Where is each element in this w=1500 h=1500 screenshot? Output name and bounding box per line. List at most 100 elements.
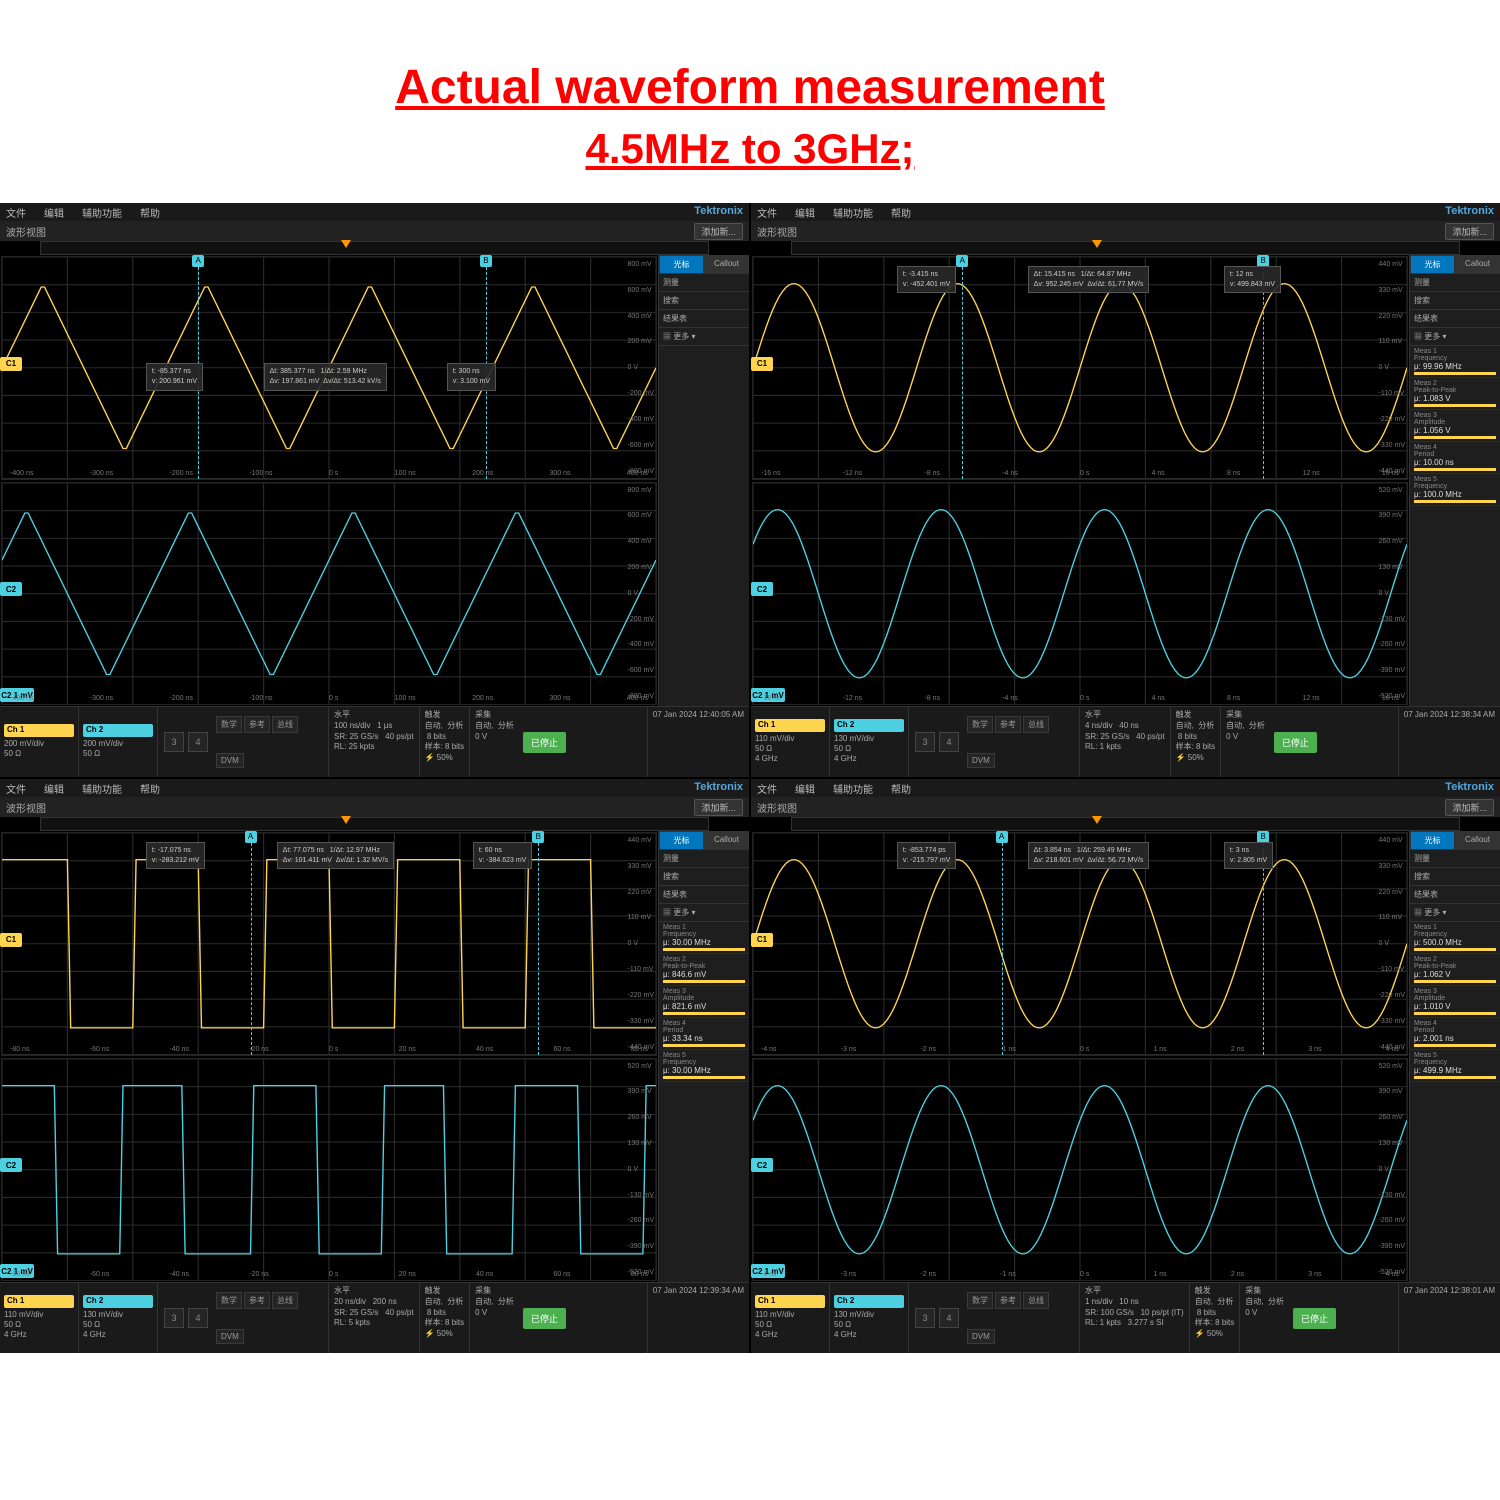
side-more-button[interactable]: ▦ 更多 ▾ [1410,328,1500,346]
plot-bot[interactable]: C2C2 1 mV520 mV390 mV260 mV130 mV0 V-130… [752,482,1408,706]
measurement-block[interactable]: Meas 1Frequencyμ: 99.96 MHz [1410,346,1500,378]
side-row[interactable]: 结果表 [659,310,749,328]
mode-button[interactable]: 总线 [272,1292,298,1309]
acquisition-info[interactable]: 采集 自动, 分析 0 V [469,1283,519,1353]
menu-item[interactable]: 辅助功能 [833,781,873,796]
side-tab-cursor[interactable]: 光标 [1410,255,1455,274]
side-tab-callout[interactable]: Callout [704,255,749,274]
num-button-4[interactable]: 4 [939,732,959,752]
mode-button[interactable]: 数学 [216,1292,242,1309]
cursor-line-b[interactable] [538,833,540,1055]
side-row[interactable]: 搜索 [1410,868,1500,886]
cursor-handle-a[interactable]: A [956,255,968,267]
cursor-handle-a[interactable]: A [192,255,204,267]
menu-item[interactable]: 文件 [757,205,777,220]
ch1-badge[interactable]: C1 [0,357,22,371]
measurement-block[interactable]: Meas 5Frequencyμ: 100.0 MHz [1410,474,1500,506]
side-row[interactable]: 结果表 [1410,886,1500,904]
plot-top[interactable]: C1440 mV330 mV220 mV110 mV0 V-110 mV-220… [752,256,1408,480]
side-row[interactable]: 测量 [659,850,749,868]
side-row[interactable]: 结果表 [659,886,749,904]
mode-button[interactable]: 数学 [967,716,993,733]
side-tab-cursor[interactable]: 光标 [659,255,704,274]
mode-button[interactable]: DVM [967,1329,995,1344]
num-button-3[interactable]: 3 [915,732,935,752]
menu-item[interactable]: 编辑 [44,781,64,796]
menu-item[interactable]: 辅助功能 [82,205,122,220]
run-status-button[interactable]: 已停止 [1274,732,1317,753]
mode-button[interactable]: 数学 [216,716,242,733]
timeline-strip[interactable] [40,817,709,831]
measurement-block[interactable]: Meas 4Periodμ: 10.00 ns [1410,442,1500,474]
menu-item[interactable]: 帮助 [891,205,911,220]
plot-bot[interactable]: C2C2 1 mV520 mV390 mV260 mV130 mV0 V-130… [752,1058,1408,1282]
acquisition-info[interactable]: 采集 自动, 分析 0 V [1220,707,1270,777]
timeline-strip[interactable] [791,817,1460,831]
cursor-line-a[interactable] [1002,833,1004,1055]
timeline-strip[interactable] [40,241,709,255]
mode-button[interactable]: 总线 [1023,1292,1049,1309]
channel-box-1[interactable]: Ch 1110 mV/div50 Ω4 GHz [751,707,830,777]
measurement-block[interactable]: Meas 4Periodμ: 2.001 ns [1410,1018,1500,1050]
menu-item[interactable]: 辅助功能 [82,781,122,796]
menu-item[interactable]: 编辑 [44,205,64,220]
measurement-block[interactable]: Meas 3Amplitudeμ: 1.056 V [1410,410,1500,442]
measurement-block[interactable]: Meas 1Frequencyμ: 500.0 MHz [1410,922,1500,954]
side-row[interactable]: 搜索 [659,868,749,886]
ch2-badge[interactable]: C2 [751,1158,773,1172]
side-more-button[interactable]: ▦ 更多 ▾ [1410,904,1500,922]
horizontal-info[interactable]: 水平 20 ns/div 200 ns SR: 25 GS/s 40 ps/pt… [328,1283,419,1353]
cursor-handle-a[interactable]: A [245,831,257,843]
trigger-info[interactable]: 触发 自动, 分析 8 bits 样本: 8 bits ⚡ 50% [419,1283,470,1353]
num-button-3[interactable]: 3 [164,732,184,752]
side-tab-callout[interactable]: Callout [704,831,749,850]
measurement-block[interactable]: Meas 1Frequencyμ: 30.00 MHz [659,922,749,954]
acquisition-info[interactable]: 采集 自动, 分析 0 V [1239,1283,1289,1353]
menu-item[interactable]: 帮助 [140,781,160,796]
ch1-badge[interactable]: C1 [751,357,773,371]
add-new-button[interactable]: 添加新... [694,799,743,816]
measurement-block[interactable]: Meas 3Amplitudeμ: 1.010 V [1410,986,1500,1018]
channel-box-2[interactable]: Ch 2200 mV/div50 Ω [79,707,158,777]
measurement-block[interactable]: Meas 5Frequencyμ: 30.00 MHz [659,1050,749,1082]
acquisition-info[interactable]: 采集 自动, 分析 0 V [469,707,519,777]
measurement-block[interactable]: Meas 2Peak-to-Peakμ: 1.083 V [1410,378,1500,410]
plot-top[interactable]: C1440 mV330 mV220 mV110 mV0 V-110 mV-220… [1,832,657,1056]
mode-button[interactable]: 参考 [995,1292,1021,1309]
channel-box-1[interactable]: Ch 1110 mV/div50 Ω4 GHz [0,1283,79,1353]
menu-item[interactable]: 帮助 [140,205,160,220]
num-button-3[interactable]: 3 [164,1308,184,1328]
ch2-badge[interactable]: C2 [0,582,22,596]
channel-box-2[interactable]: Ch 2130 mV/div50 Ω4 GHz [79,1283,158,1353]
side-tab-callout[interactable]: Callout [1455,255,1500,274]
horizontal-info[interactable]: 水平 1 ns/div 10 ns SR: 100 GS/s 10 ps/pt … [1079,1283,1189,1353]
trigger-info[interactable]: 触发 自动, 分析 8 bits 样本: 8 bits ⚡ 50% [419,707,470,777]
num-button-3[interactable]: 3 [915,1308,935,1328]
plot-top[interactable]: C1440 mV330 mV220 mV110 mV0 V-110 mV-220… [752,832,1408,1056]
run-status-button[interactable]: 已停止 [523,1308,566,1329]
mode-button[interactable]: DVM [216,1329,244,1344]
plot-bot[interactable]: C2C2 1 mV800 mV600 mV400 mV200 mV0 V-200… [1,482,657,706]
mode-button[interactable]: 数学 [967,1292,993,1309]
add-new-button[interactable]: 添加新... [1445,799,1494,816]
mode-button[interactable]: 参考 [244,716,270,733]
cursor-handle-b[interactable]: B [480,255,492,267]
menu-item[interactable]: 文件 [757,781,777,796]
side-row[interactable]: 搜索 [659,292,749,310]
side-more-button[interactable]: ▦ 更多 ▾ [659,328,749,346]
mode-button[interactable]: 总线 [272,716,298,733]
menu-item[interactable]: 辅助功能 [833,205,873,220]
add-new-button[interactable]: 添加新... [1445,223,1494,240]
ch1-badge[interactable]: C1 [751,933,773,947]
num-button-4[interactable]: 4 [188,732,208,752]
plot-top[interactable]: C1800 mV600 mV400 mV200 mV0 V-200 mV-400… [1,256,657,480]
menu-item[interactable]: 编辑 [795,205,815,220]
run-status-button[interactable]: 已停止 [523,732,566,753]
side-row[interactable]: 结果表 [1410,310,1500,328]
ch1-badge[interactable]: C1 [0,933,22,947]
cursor-handle-a[interactable]: A [996,831,1008,843]
channel-box-1[interactable]: Ch 1200 mV/div50 Ω [0,707,79,777]
side-tab-callout[interactable]: Callout [1455,831,1500,850]
measurement-block[interactable]: Meas 3Amplitudeμ: 821.6 mV [659,986,749,1018]
plot-bot[interactable]: C2C2 1 mV520 mV390 mV260 mV130 mV0 V-130… [1,1058,657,1282]
